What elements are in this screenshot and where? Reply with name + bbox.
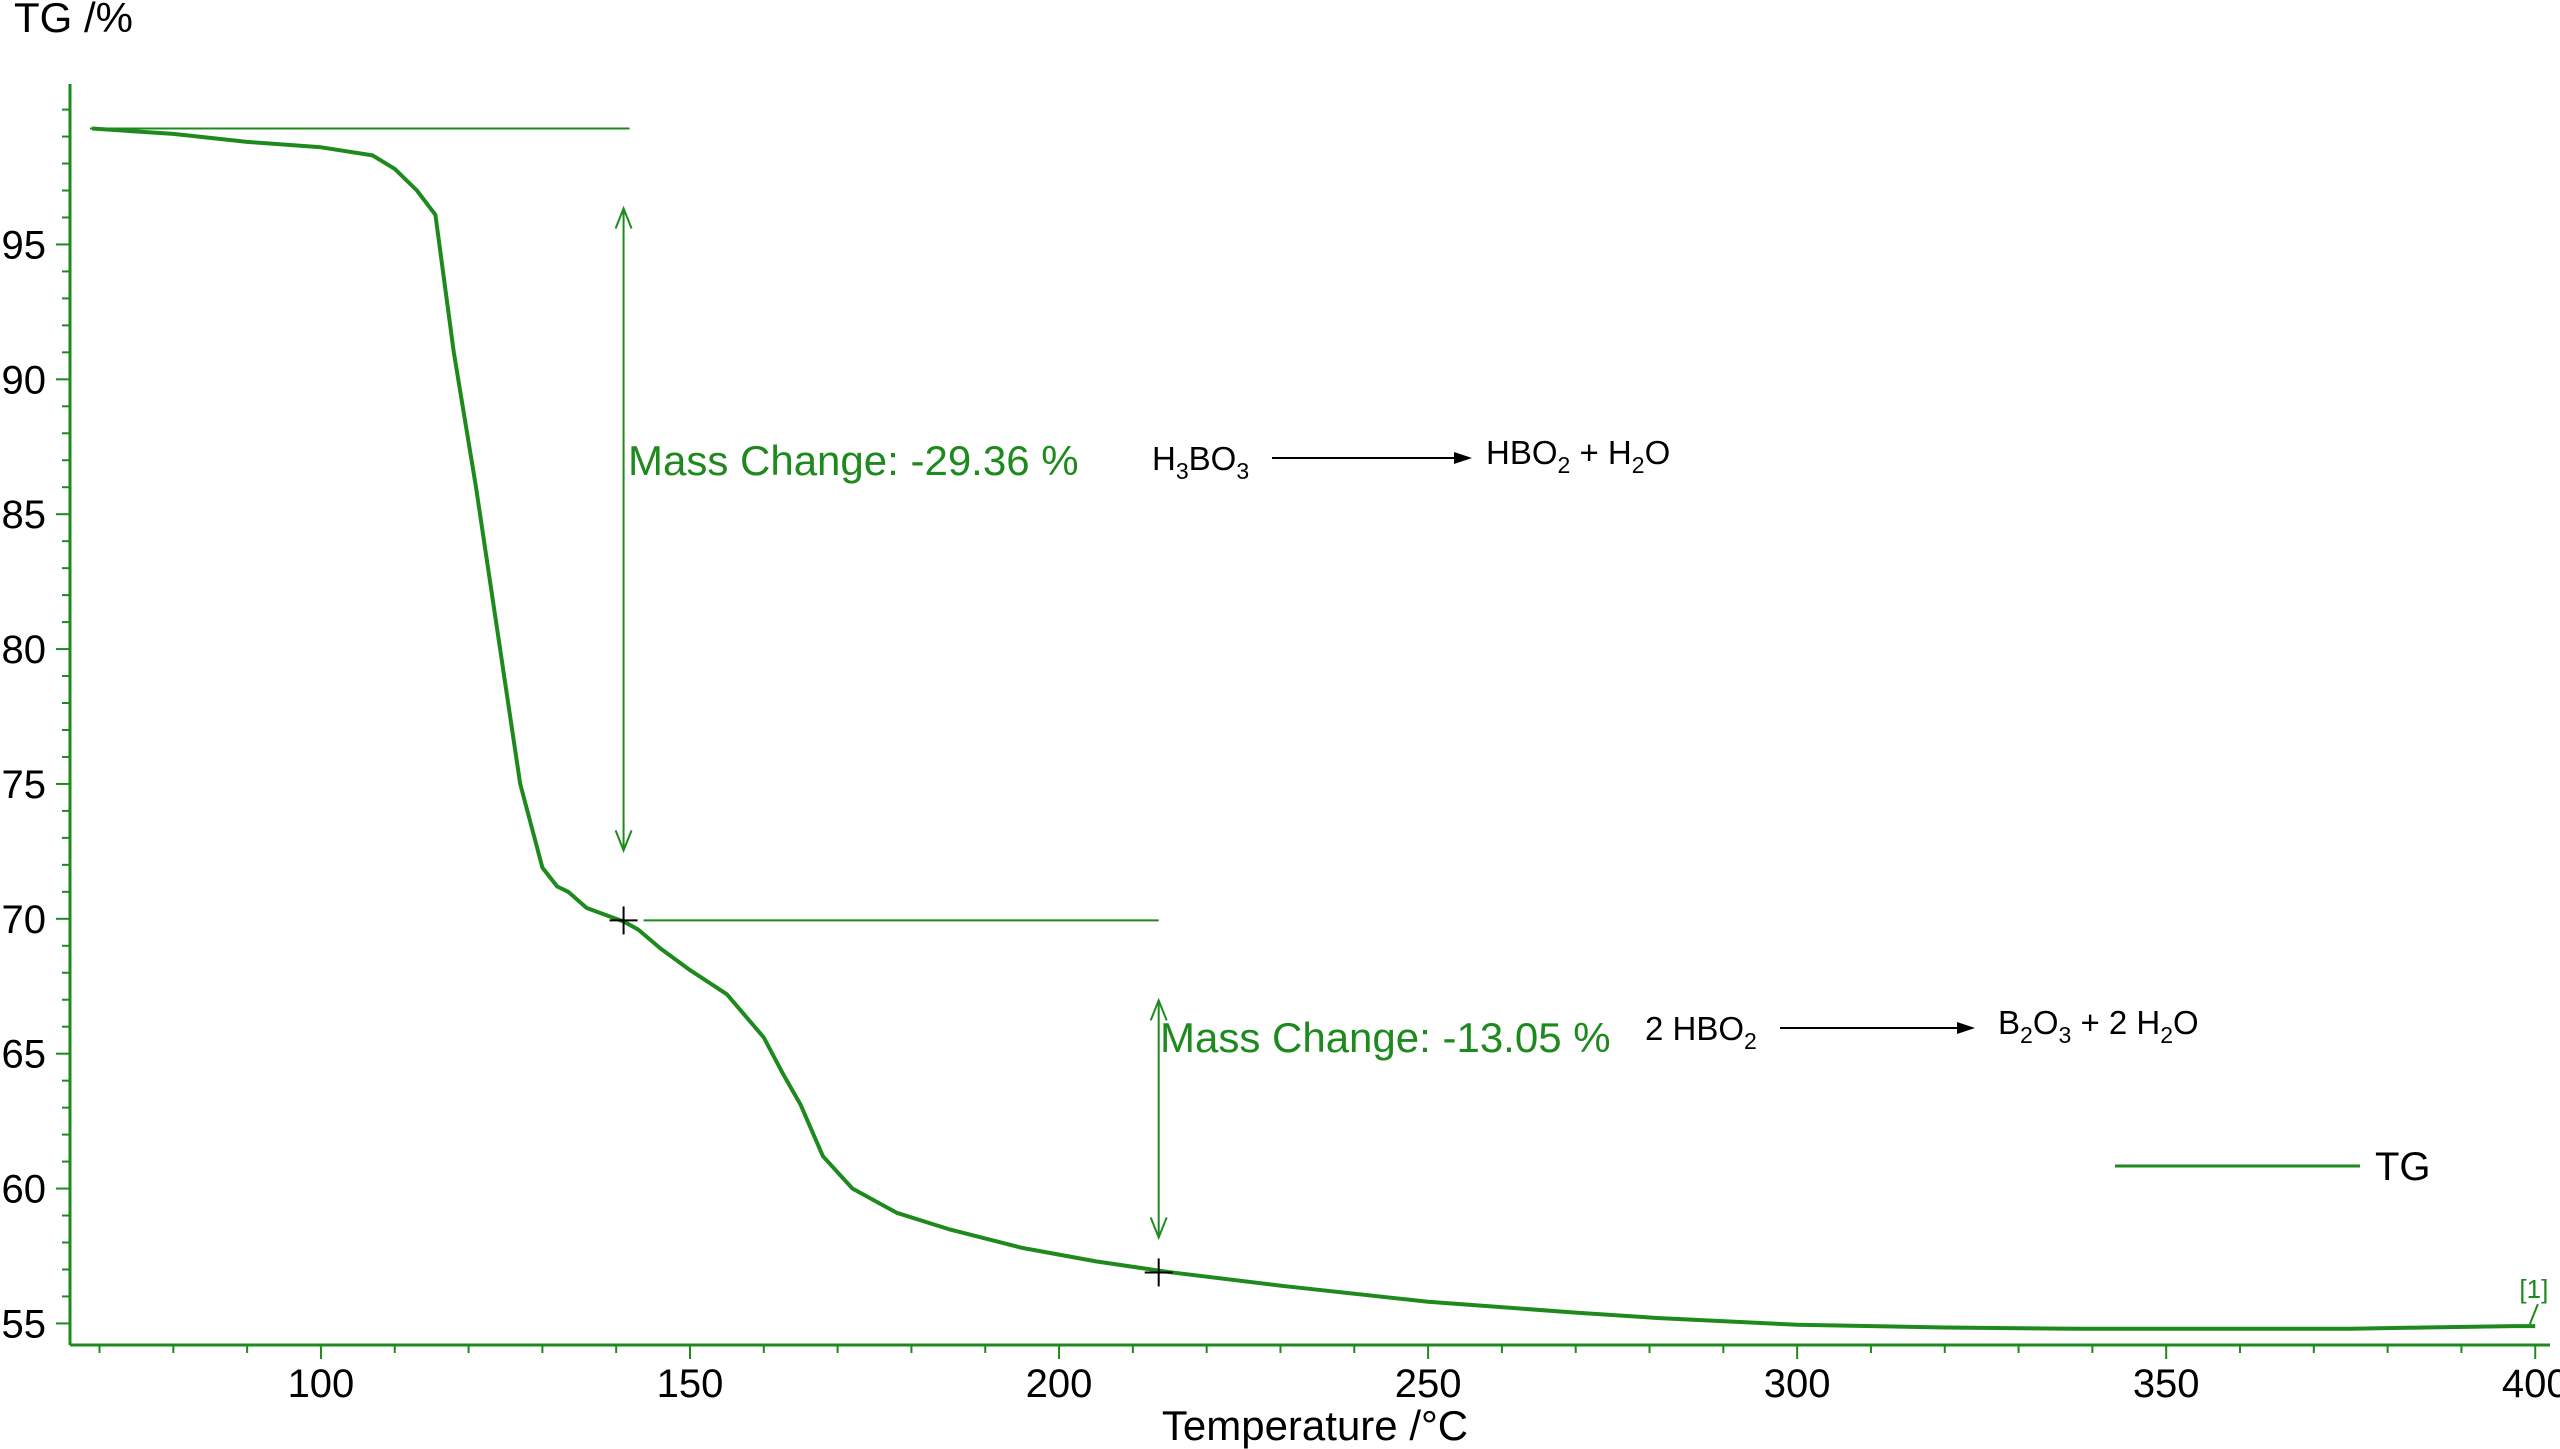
reaction-arrow-head — [1957, 1022, 1975, 1034]
x-tick-label: 100 — [288, 1362, 355, 1406]
y-tick-label: 70 — [2, 898, 47, 942]
legend-label-tg: TG — [2375, 1145, 2431, 1189]
step-arrow-head-up — [614, 205, 633, 229]
legend: TG — [2115, 1145, 2431, 1189]
reaction-arrow-head — [1454, 452, 1472, 464]
mass-change-step: Mass Change: -13.05 % — [643, 919, 1611, 1241]
x-tick-label: 250 — [1395, 1362, 1462, 1406]
axes: 100 150 200 250 300 350 400 55 60 65 70 75 80 85 90 95 — [2, 84, 2560, 1406]
step-arrow-head-up — [1149, 997, 1168, 1021]
reaction-equations: H3BO3 HBO2 + H2O 2 HBO2 B2O3 + 2 H2O — [1152, 434, 2199, 1054]
curve-tag: [1] — [2519, 1274, 2548, 1325]
curve-tag-label: [1] — [2519, 1274, 2548, 1304]
y-tick-labels: 55 60 65 70 75 80 85 90 95 — [2, 223, 47, 1346]
mass-change-steps: Mass Change: -29.36 % Mass Change: -13.05… — [90, 127, 1611, 1241]
y-tick-label: 90 — [2, 358, 47, 402]
x-tick-labels: 100 150 200 250 300 350 400 — [288, 1362, 2560, 1406]
reaction-product: B2O3 + 2 H2O — [1998, 1004, 2199, 1048]
reaction-reactant: H3BO3 — [1152, 440, 1249, 484]
mass-change-label: Mass Change: -29.36 % — [628, 437, 1079, 484]
tg-series-line — [91, 126, 2536, 1331]
step-arrow-head-down — [1149, 1217, 1168, 1241]
curve-tag-leader — [2528, 1303, 2539, 1325]
y-ticks — [56, 108, 70, 1325]
step-markers — [609, 906, 1173, 1287]
y-tick-label: 85 — [2, 493, 47, 537]
x-tick-label: 350 — [2133, 1362, 2200, 1406]
x-tick-label: 300 — [1764, 1362, 1831, 1406]
y-tick-label: 60 — [2, 1168, 47, 1212]
y-tick-label: 75 — [2, 763, 47, 807]
y-tick-label: 95 — [2, 223, 47, 267]
x-tick-label: 150 — [657, 1362, 724, 1406]
x-axis-title: Temperature /°C — [1162, 1402, 1468, 1449]
y-tick-label: 65 — [2, 1033, 47, 1077]
x-tick-label: 400 — [2502, 1362, 2560, 1406]
reaction-equation: H3BO3 HBO2 + H2O — [1152, 434, 1670, 484]
mass-change-label: Mass Change: -13.05 % — [1160, 1014, 1611, 1061]
mass-change-step: Mass Change: -29.36 % — [90, 127, 1079, 854]
step-arrow-head-down — [614, 830, 633, 854]
x-ticks — [98, 1345, 2537, 1359]
y-tick-label: 55 — [2, 1302, 47, 1346]
reaction-product: HBO2 + H2O — [1486, 434, 1670, 478]
y-axis-title: TG /% — [14, 0, 133, 41]
x-tick-label: 200 — [1026, 1362, 1093, 1406]
reaction-equation: 2 HBO2 B2O3 + 2 H2O — [1645, 1004, 2199, 1054]
y-tick-label: 80 — [2, 628, 47, 672]
reaction-reactant: 2 HBO2 — [1645, 1010, 1757, 1054]
